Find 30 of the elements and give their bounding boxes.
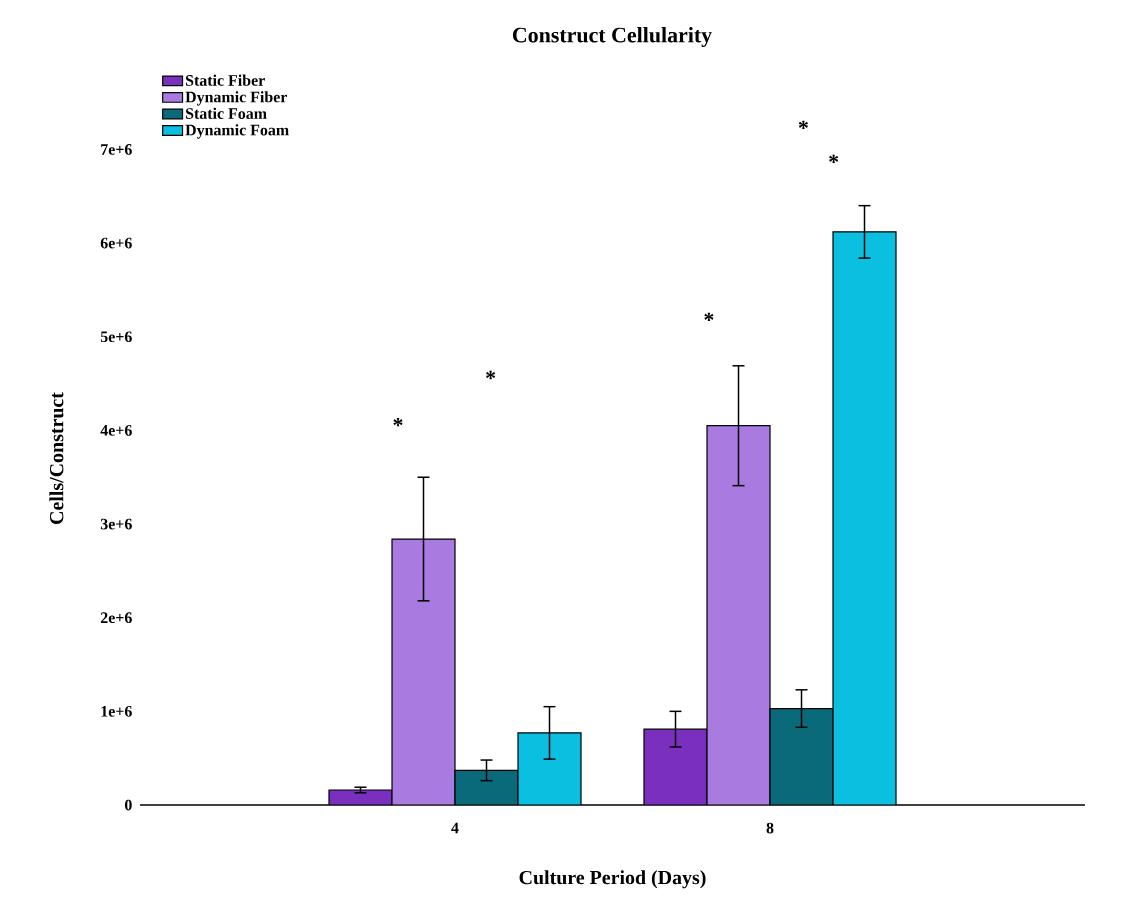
legend-label: Dynamic Fiber — [185, 91, 288, 106]
bar — [643, 728, 708, 805]
x-tick-label: 8 — [766, 822, 774, 834]
bar — [328, 789, 393, 805]
y-tick-label: 7e+6 — [101, 144, 132, 155]
y-tick-label: 3e+6 — [100, 518, 132, 530]
bar — [517, 732, 582, 805]
bar — [454, 769, 519, 805]
legend-label: Static Foam — [185, 107, 267, 119]
y-tick-label: 1e+6 — [101, 706, 132, 717]
y-tick-label: 6e+6 — [100, 237, 132, 249]
y-tick-label: 0 — [124, 799, 132, 811]
bar — [391, 538, 456, 805]
bar — [832, 231, 897, 805]
y-tick-label: 4e+6 — [100, 425, 132, 436]
bar — [769, 707, 834, 805]
legend-label: Dynamic Foam — [185, 124, 289, 139]
annotation: * — [393, 417, 403, 427]
x-tick-label: 4 — [451, 822, 459, 834]
y-tick-label: 5e+6 — [100, 331, 132, 343]
annotation: * — [486, 370, 496, 380]
legend-label: Static Fiber — [185, 74, 265, 86]
annotation: * — [704, 312, 714, 321]
annotation: * — [829, 154, 839, 163]
x-axis-title: Culture Period (Days) — [519, 870, 706, 889]
y-axis-title: Cells/Construct — [49, 392, 64, 524]
chart-title: Construct Cellularity — [512, 27, 712, 47]
bar — [706, 425, 771, 805]
annotation: * — [798, 120, 808, 129]
y-tick-label: 2e+6 — [100, 612, 132, 624]
